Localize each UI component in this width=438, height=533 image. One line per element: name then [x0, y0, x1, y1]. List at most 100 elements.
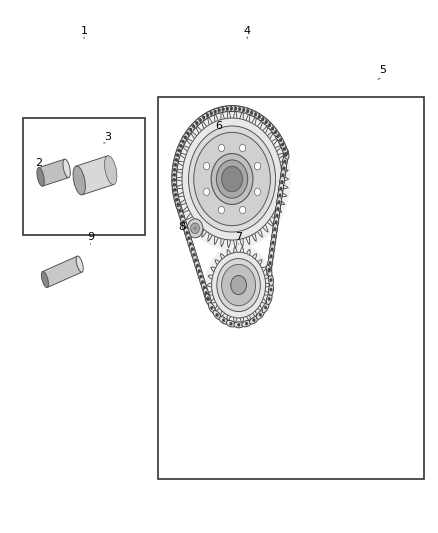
Ellipse shape: [184, 136, 187, 139]
Ellipse shape: [196, 264, 199, 267]
Ellipse shape: [172, 184, 177, 196]
Ellipse shape: [230, 322, 232, 325]
Ellipse shape: [176, 145, 182, 156]
Ellipse shape: [216, 313, 219, 317]
Ellipse shape: [283, 167, 285, 170]
Ellipse shape: [180, 144, 182, 148]
Ellipse shape: [172, 164, 177, 176]
Ellipse shape: [173, 173, 176, 176]
Circle shape: [254, 163, 261, 170]
Polygon shape: [39, 159, 69, 186]
Ellipse shape: [203, 287, 209, 298]
Ellipse shape: [173, 178, 176, 181]
Ellipse shape: [262, 302, 269, 313]
Ellipse shape: [201, 282, 207, 293]
Text: 6: 6: [215, 121, 223, 131]
Ellipse shape: [174, 193, 177, 196]
Ellipse shape: [268, 257, 273, 269]
Ellipse shape: [280, 187, 282, 190]
Ellipse shape: [205, 294, 211, 305]
Ellipse shape: [234, 322, 244, 328]
Text: 2: 2: [35, 158, 42, 168]
Ellipse shape: [264, 306, 267, 309]
Ellipse shape: [214, 107, 224, 114]
Ellipse shape: [214, 110, 216, 113]
Ellipse shape: [276, 196, 282, 208]
Ellipse shape: [272, 230, 277, 241]
Ellipse shape: [253, 319, 255, 322]
Ellipse shape: [226, 106, 237, 111]
Ellipse shape: [206, 114, 209, 117]
Ellipse shape: [222, 108, 225, 111]
Ellipse shape: [207, 298, 209, 301]
Ellipse shape: [193, 254, 198, 266]
Ellipse shape: [200, 276, 205, 288]
Circle shape: [182, 118, 282, 240]
Circle shape: [222, 264, 255, 306]
Circle shape: [193, 226, 197, 230]
Ellipse shape: [237, 323, 240, 326]
Ellipse shape: [108, 163, 114, 177]
Ellipse shape: [219, 317, 228, 324]
Ellipse shape: [195, 122, 198, 125]
Ellipse shape: [247, 110, 249, 112]
Ellipse shape: [281, 143, 287, 155]
Ellipse shape: [175, 149, 180, 161]
Ellipse shape: [190, 122, 198, 131]
Bar: [23, 118, 145, 235]
Ellipse shape: [182, 132, 189, 142]
Ellipse shape: [277, 189, 283, 201]
Ellipse shape: [255, 113, 264, 120]
Ellipse shape: [268, 124, 271, 127]
Ellipse shape: [234, 107, 237, 110]
Circle shape: [254, 188, 261, 196]
Ellipse shape: [198, 271, 204, 282]
Circle shape: [187, 219, 203, 238]
Ellipse shape: [250, 316, 258, 324]
Ellipse shape: [210, 108, 220, 115]
Text: 4: 4: [244, 26, 251, 36]
Ellipse shape: [194, 259, 197, 262]
Ellipse shape: [191, 247, 194, 251]
Ellipse shape: [198, 270, 201, 273]
Ellipse shape: [173, 183, 176, 187]
Polygon shape: [76, 156, 114, 195]
Ellipse shape: [276, 203, 281, 215]
Ellipse shape: [242, 108, 245, 111]
Ellipse shape: [175, 199, 181, 210]
Ellipse shape: [243, 108, 252, 115]
Ellipse shape: [173, 168, 176, 171]
Ellipse shape: [186, 232, 192, 244]
Ellipse shape: [283, 160, 286, 163]
Ellipse shape: [187, 238, 193, 249]
Ellipse shape: [268, 284, 273, 296]
Circle shape: [216, 160, 248, 198]
Ellipse shape: [205, 293, 211, 304]
Ellipse shape: [182, 222, 188, 233]
Ellipse shape: [268, 274, 273, 286]
Ellipse shape: [207, 297, 209, 300]
Ellipse shape: [210, 111, 212, 115]
Ellipse shape: [207, 110, 216, 117]
Ellipse shape: [105, 156, 117, 184]
Circle shape: [191, 223, 199, 233]
Ellipse shape: [273, 234, 276, 237]
Ellipse shape: [277, 134, 279, 138]
Ellipse shape: [242, 320, 251, 327]
Ellipse shape: [173, 159, 178, 171]
Ellipse shape: [266, 293, 272, 305]
Ellipse shape: [230, 107, 233, 110]
Ellipse shape: [180, 215, 183, 218]
Ellipse shape: [42, 271, 49, 288]
Ellipse shape: [213, 310, 221, 319]
Ellipse shape: [268, 250, 274, 262]
Ellipse shape: [258, 115, 267, 123]
Ellipse shape: [283, 156, 287, 167]
Circle shape: [204, 188, 210, 196]
Ellipse shape: [279, 193, 281, 197]
Ellipse shape: [280, 169, 286, 181]
Ellipse shape: [179, 209, 181, 213]
Ellipse shape: [218, 109, 220, 112]
Ellipse shape: [184, 227, 190, 238]
Ellipse shape: [211, 306, 213, 310]
